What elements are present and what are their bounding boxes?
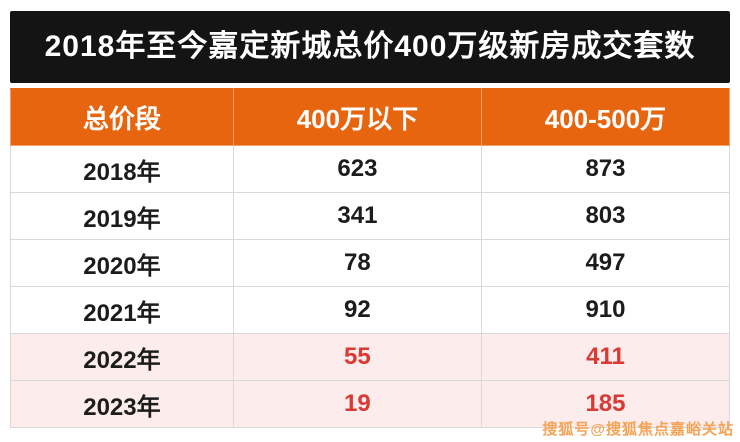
table-row-2022: 2022年 55 411 [10,333,731,381]
below-400-cell: 341 [232,192,482,240]
below-400-cell: 623 [232,145,482,193]
year-cell: 2022年 [10,333,234,381]
range-400-500-cell: 411 [480,333,731,381]
range-400-500-cell: 873 [480,145,731,193]
watermark: 搜狐号@搜狐焦点嘉峪关站 [542,421,734,438]
column-header-400-500: 400-500万 [480,88,731,146]
table-row-2020: 2020年 78 497 [10,239,731,287]
transactions-table: 总价段 400万以下 400-500万 2018年 623 873 2019年 … [10,88,731,428]
column-header-price-segment: 总价段 [10,88,234,146]
below-400-cell: 19 [232,380,482,428]
range-400-500-cell: 497 [480,239,731,287]
table-row-2018: 2018年 623 873 [10,145,731,193]
year-cell: 2019年 [10,192,234,240]
table-header-row: 总价段 400万以下 400-500万 [10,88,731,146]
range-400-500-cell: 910 [480,286,731,334]
below-400-cell: 78 [232,239,482,287]
year-cell: 2018年 [10,145,234,193]
year-cell: 2020年 [10,239,234,287]
year-cell: 2023年 [10,380,234,428]
range-400-500-cell: 185 [480,380,731,428]
column-header-below-400: 400万以下 [232,88,482,146]
title-banner: 2018年至今嘉定新城总价400万级新房成交套数 [10,11,730,83]
below-400-cell: 55 [232,333,482,381]
below-400-cell: 92 [232,286,482,334]
year-cell: 2021年 [10,286,234,334]
table-row-2023: 2023年 19 185 [10,380,731,428]
table-row-2021: 2021年 92 910 [10,286,731,334]
page-title: 2018年至今嘉定新城总价400万级新房成交套数 [44,30,696,63]
table-row-2019: 2019年 341 803 [10,192,731,240]
range-400-500-cell: 803 [480,192,731,240]
